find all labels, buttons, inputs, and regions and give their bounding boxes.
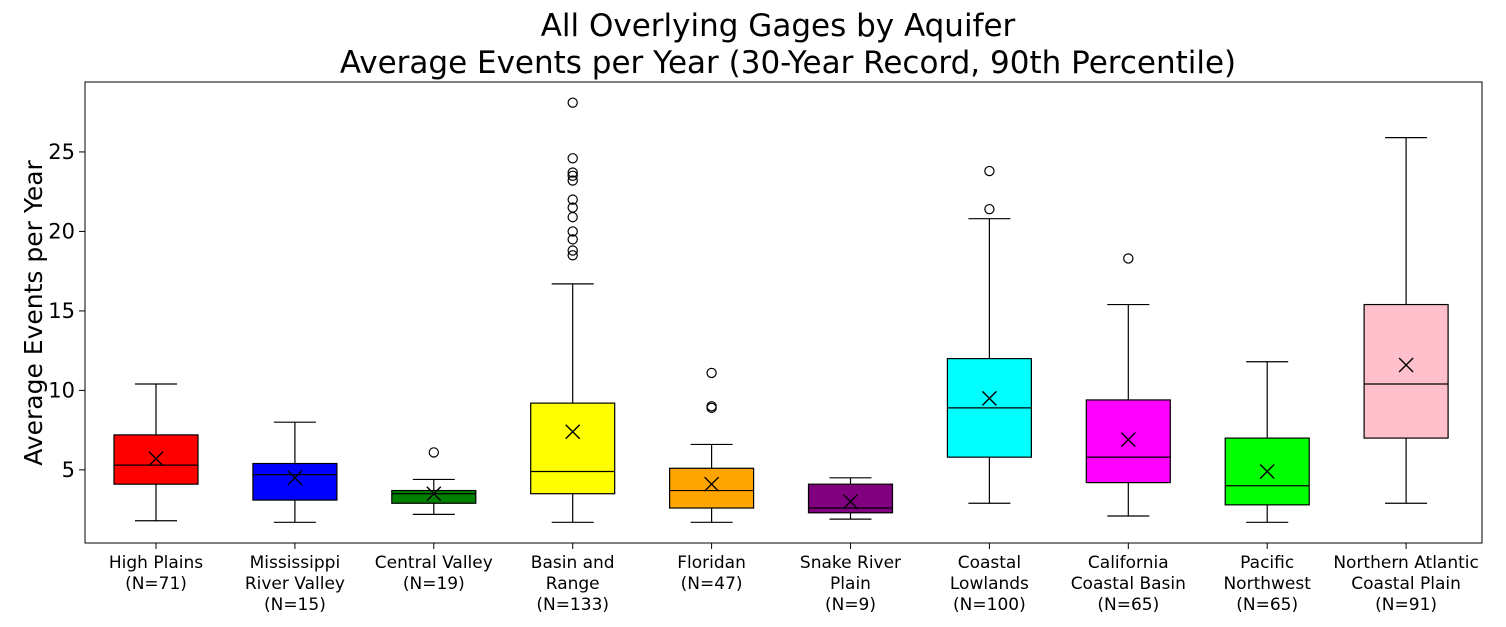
x-tick-label: Coastal Lowlands (N=100) bbox=[950, 553, 1029, 615]
x-tick-label-line: Snake River bbox=[800, 553, 901, 573]
box-iqr bbox=[1085, 399, 1171, 484]
x-tick-label: Basin and Range (N=133) bbox=[531, 553, 615, 615]
outlier-point bbox=[984, 165, 995, 177]
y-tick-label: 20 bbox=[48, 219, 75, 243]
x-tick-label: Snake River Plain (N=9) bbox=[800, 553, 901, 615]
mean-marker bbox=[287, 470, 303, 486]
chart-title: All Overlying Gages by Aquifer bbox=[541, 8, 1016, 44]
y-tick-label: 15 bbox=[48, 299, 75, 323]
x-tick-label: Central Valley (N=19) bbox=[375, 553, 493, 594]
y-tick-label: 5 bbox=[62, 458, 75, 482]
x-tick-label-line: Lowlands bbox=[950, 574, 1029, 594]
outlier-point bbox=[567, 167, 578, 178]
box-iqr bbox=[1363, 303, 1449, 439]
outlier-point bbox=[567, 97, 578, 108]
x-tick-label: Floridan (N=47) bbox=[677, 553, 746, 594]
outlier-point bbox=[567, 170, 578, 181]
y-tick-label: 25 bbox=[48, 140, 75, 164]
box-iqr bbox=[530, 402, 616, 495]
x-tick-label: Pacific Northwest (N=65) bbox=[1223, 553, 1311, 615]
x-tick-label-line: Mississippi bbox=[250, 553, 341, 573]
mean-marker bbox=[148, 451, 164, 467]
outlier-point bbox=[1123, 253, 1134, 264]
outlier-point bbox=[706, 401, 717, 412]
outlier-point bbox=[567, 153, 578, 164]
x-tick-label: California Coastal Basin (N=65) bbox=[1071, 553, 1186, 615]
x-tick-label-line: (N=71) bbox=[125, 574, 187, 594]
x-tick-label-line: (N=65) bbox=[1236, 595, 1298, 615]
mean-marker bbox=[565, 424, 581, 440]
x-tick-label-line: Range bbox=[546, 574, 600, 594]
outlier-point bbox=[567, 245, 578, 256]
x-tick-label-line: (N=100) bbox=[953, 595, 1026, 615]
x-tick-label-line: (N=15) bbox=[264, 595, 326, 615]
outlier-point bbox=[567, 211, 578, 223]
x-tick-label-line: (N=65) bbox=[1097, 595, 1159, 615]
x-tick-label-line: (N=19) bbox=[403, 574, 465, 594]
outlier-point bbox=[567, 194, 578, 205]
mean-marker bbox=[704, 476, 720, 492]
box-iqr bbox=[668, 467, 755, 509]
x-tick-label-line: Coastal Plain bbox=[1351, 574, 1461, 594]
mean-marker bbox=[1120, 432, 1136, 448]
x-tick-label-line: Coastal Basin bbox=[1071, 574, 1186, 594]
mean-marker bbox=[426, 486, 442, 502]
outlier-point bbox=[567, 234, 578, 245]
x-tick-label-line: Coastal bbox=[958, 553, 1021, 573]
mean-marker bbox=[1398, 357, 1414, 373]
plot-area: 5 10 15 20 25 High Plains (N=71) Mississippi Riv… bbox=[48, 81, 1483, 615]
y-tick-label: 10 bbox=[48, 378, 75, 402]
x-tick-label-line: California bbox=[1088, 553, 1169, 573]
mean-marker bbox=[1259, 463, 1275, 479]
outlier-point bbox=[428, 447, 439, 458]
x-tick-label-line: High Plains bbox=[109, 553, 203, 573]
mean-marker bbox=[981, 390, 997, 406]
x-tick-label: Northern Atlantic Coastal Plain (N=91) bbox=[1333, 553, 1479, 615]
x-tick-label-line: River Valley bbox=[245, 574, 345, 594]
x-tick-label-line: (N=133) bbox=[536, 595, 609, 615]
outlier-point bbox=[567, 175, 578, 186]
box-iqr bbox=[252, 462, 338, 501]
outlier-point bbox=[567, 202, 578, 213]
outlier-point bbox=[567, 250, 578, 261]
x-tick-label-line: Basin and bbox=[531, 553, 615, 573]
x-tick-label-line: (N=9) bbox=[825, 595, 876, 615]
x-tick-label-line: (N=91) bbox=[1375, 595, 1437, 615]
x-tick-label-line: Pacific bbox=[1240, 553, 1294, 573]
x-tick-label: Mississippi River Valley (N=15) bbox=[245, 553, 345, 615]
x-tick-label-line: Northern Atlantic bbox=[1333, 553, 1479, 573]
x-tick-label-line: Floridan bbox=[677, 553, 746, 573]
outlier-point bbox=[984, 203, 995, 215]
chart-subtitle: Average Events per Year (30-Year Record,… bbox=[340, 45, 1236, 81]
mean-marker bbox=[843, 494, 858, 510]
plot-frame bbox=[84, 81, 1483, 544]
box-iqr bbox=[391, 489, 477, 504]
outlier-point bbox=[706, 367, 717, 379]
y-axis-label: Average Events per Year bbox=[19, 159, 48, 465]
x-tick-label-line: Northwest bbox=[1223, 574, 1311, 594]
x-tick-label-line: Central Valley bbox=[375, 553, 493, 573]
outlier-point bbox=[567, 226, 578, 237]
x-tick-label-line: (N=47) bbox=[681, 574, 743, 594]
x-tick-label-line: Plain bbox=[830, 574, 871, 594]
x-tick-label: High Plains (N=71) bbox=[109, 553, 203, 594]
